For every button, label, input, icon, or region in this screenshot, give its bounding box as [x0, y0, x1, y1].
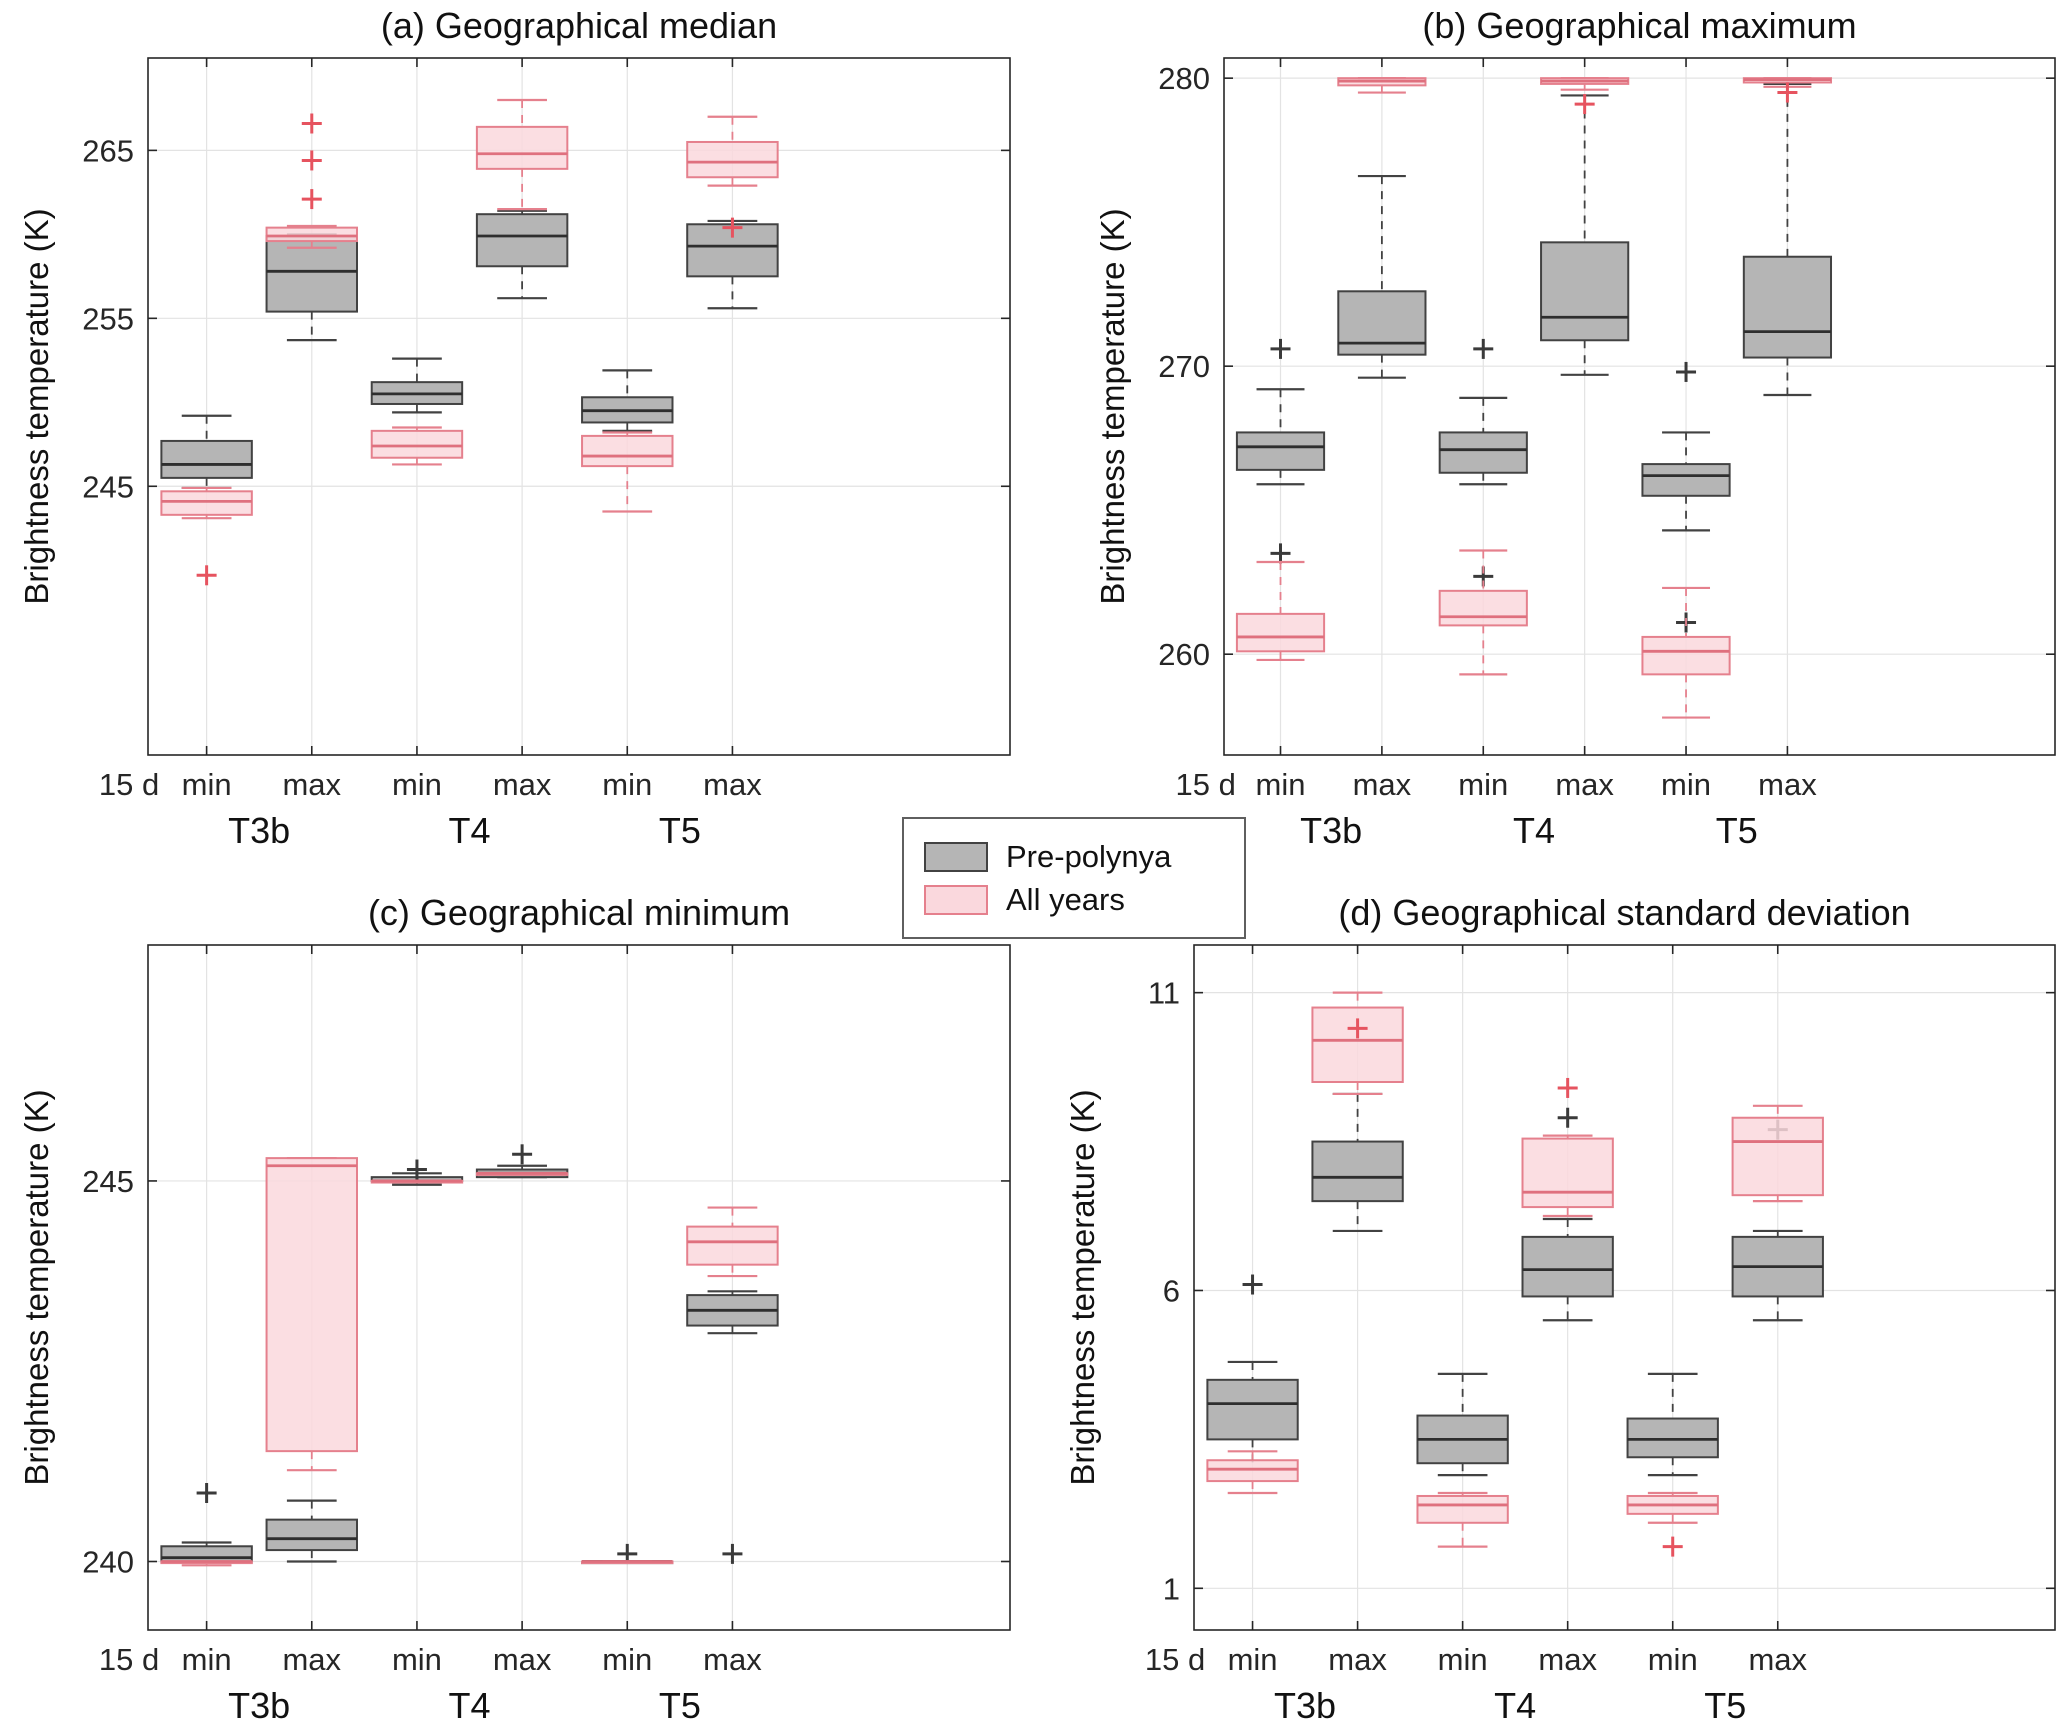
- svg-text:T5: T5: [1704, 1685, 1746, 1726]
- svg-text:max: max: [703, 767, 762, 802]
- legend-label-pre-polynya: Pre-polynya: [1006, 839, 1172, 874]
- svg-text:max: max: [282, 767, 341, 802]
- svg-text:max: max: [1748, 1642, 1807, 1677]
- svg-text:max: max: [1555, 767, 1614, 802]
- svg-text:15 d: 15 d: [1145, 1642, 1205, 1677]
- svg-text:245: 245: [82, 469, 134, 504]
- svg-text:T5: T5: [659, 810, 701, 851]
- svg-text:max: max: [1328, 1642, 1387, 1677]
- svg-text:Brightness temperature (K): Brightness temperature (K): [18, 208, 55, 604]
- chart-panel-c-geographical-minimum: 240 245 15 d min max min max min max T3b T4 T5 (c) G…: [0, 862, 1033, 1728]
- svg-text:T4: T4: [1494, 1685, 1536, 1726]
- svg-text:min: min: [392, 1642, 442, 1677]
- svg-text:15 d: 15 d: [99, 767, 159, 802]
- svg-text:6: 6: [1163, 1273, 1180, 1308]
- svg-text:max: max: [1353, 767, 1412, 802]
- svg-text:max: max: [493, 1642, 552, 1677]
- svg-text:255: 255: [82, 301, 134, 336]
- chart-panel-a-geographical-median: 245 255 265 15 d min max min max min max T3b T4 T5 (a…: [0, 0, 1033, 860]
- chart-panel-d-geographical-std: 1 6 11 15 d min max min max min max T3b T4 T5 (d) Geo…: [1034, 862, 2067, 1728]
- svg-text:Brightness temperature (K): Brightness temperature (K): [18, 1089, 55, 1485]
- svg-text:245: 245: [82, 1164, 134, 1199]
- svg-text:15 d: 15 d: [99, 1642, 159, 1677]
- svg-text:max: max: [493, 767, 552, 802]
- legend-label-all-years: All years: [1006, 882, 1125, 917]
- svg-text:min: min: [1228, 1642, 1278, 1677]
- svg-text:T3b: T3b: [1300, 810, 1362, 851]
- svg-text:Brightness temperature (K): Brightness temperature (K): [1094, 208, 1131, 604]
- svg-text:min: min: [1648, 1642, 1698, 1677]
- svg-text:min: min: [602, 1642, 652, 1677]
- svg-text:T4: T4: [449, 810, 491, 851]
- legend-item-all-years: All years: [924, 884, 1224, 915]
- svg-text:min: min: [1438, 1642, 1488, 1677]
- svg-text:260: 260: [1158, 637, 1210, 672]
- svg-text:max: max: [1538, 1642, 1597, 1677]
- svg-text:min: min: [1661, 767, 1711, 802]
- svg-text:T3b: T3b: [228, 810, 290, 851]
- svg-text:min: min: [182, 767, 232, 802]
- chart-panel-b-geographical-maximum: 260 270 280 15 d min max min max min max T3b T4 T5 (b…: [1034, 0, 2067, 860]
- svg-text:T4: T4: [449, 1685, 491, 1726]
- svg-text:max: max: [703, 1642, 762, 1677]
- svg-text:(d) Geographical standard devi: (d) Geographical standard deviation: [1338, 892, 1910, 933]
- legend-swatch-pre-polynya: [924, 841, 988, 872]
- svg-text:270: 270: [1158, 349, 1210, 384]
- svg-text:Brightness temperature (K): Brightness temperature (K): [1064, 1089, 1101, 1485]
- svg-text:(b) Geographical maximum: (b) Geographical maximum: [1422, 5, 1856, 46]
- svg-text:280: 280: [1158, 61, 1210, 96]
- svg-text:15 d: 15 d: [1176, 767, 1236, 802]
- svg-text:11: 11: [1148, 976, 1180, 1011]
- svg-text:(c) Geographical minimum: (c) Geographical minimum: [368, 892, 790, 933]
- svg-text:min: min: [602, 767, 652, 802]
- svg-text:1: 1: [1163, 1571, 1180, 1606]
- svg-text:T4: T4: [1513, 810, 1555, 851]
- svg-text:min: min: [392, 767, 442, 802]
- svg-text:T3b: T3b: [228, 1685, 290, 1726]
- svg-text:T5: T5: [659, 1685, 701, 1726]
- legend-swatch-all-years: [924, 884, 988, 915]
- svg-text:min: min: [1458, 767, 1508, 802]
- svg-text:(a) Geographical median: (a) Geographical median: [381, 5, 777, 46]
- legend-item-pre-polynya: Pre-polynya: [924, 841, 1224, 872]
- svg-text:min: min: [1256, 767, 1306, 802]
- legend: Pre-polynya All years: [902, 817, 1246, 939]
- svg-text:240: 240: [82, 1545, 134, 1580]
- svg-text:min: min: [182, 1642, 232, 1677]
- svg-text:T3b: T3b: [1274, 1685, 1336, 1726]
- svg-text:max: max: [1758, 767, 1817, 802]
- svg-text:max: max: [282, 1642, 341, 1677]
- svg-text:265: 265: [82, 133, 134, 168]
- svg-text:T5: T5: [1716, 810, 1758, 851]
